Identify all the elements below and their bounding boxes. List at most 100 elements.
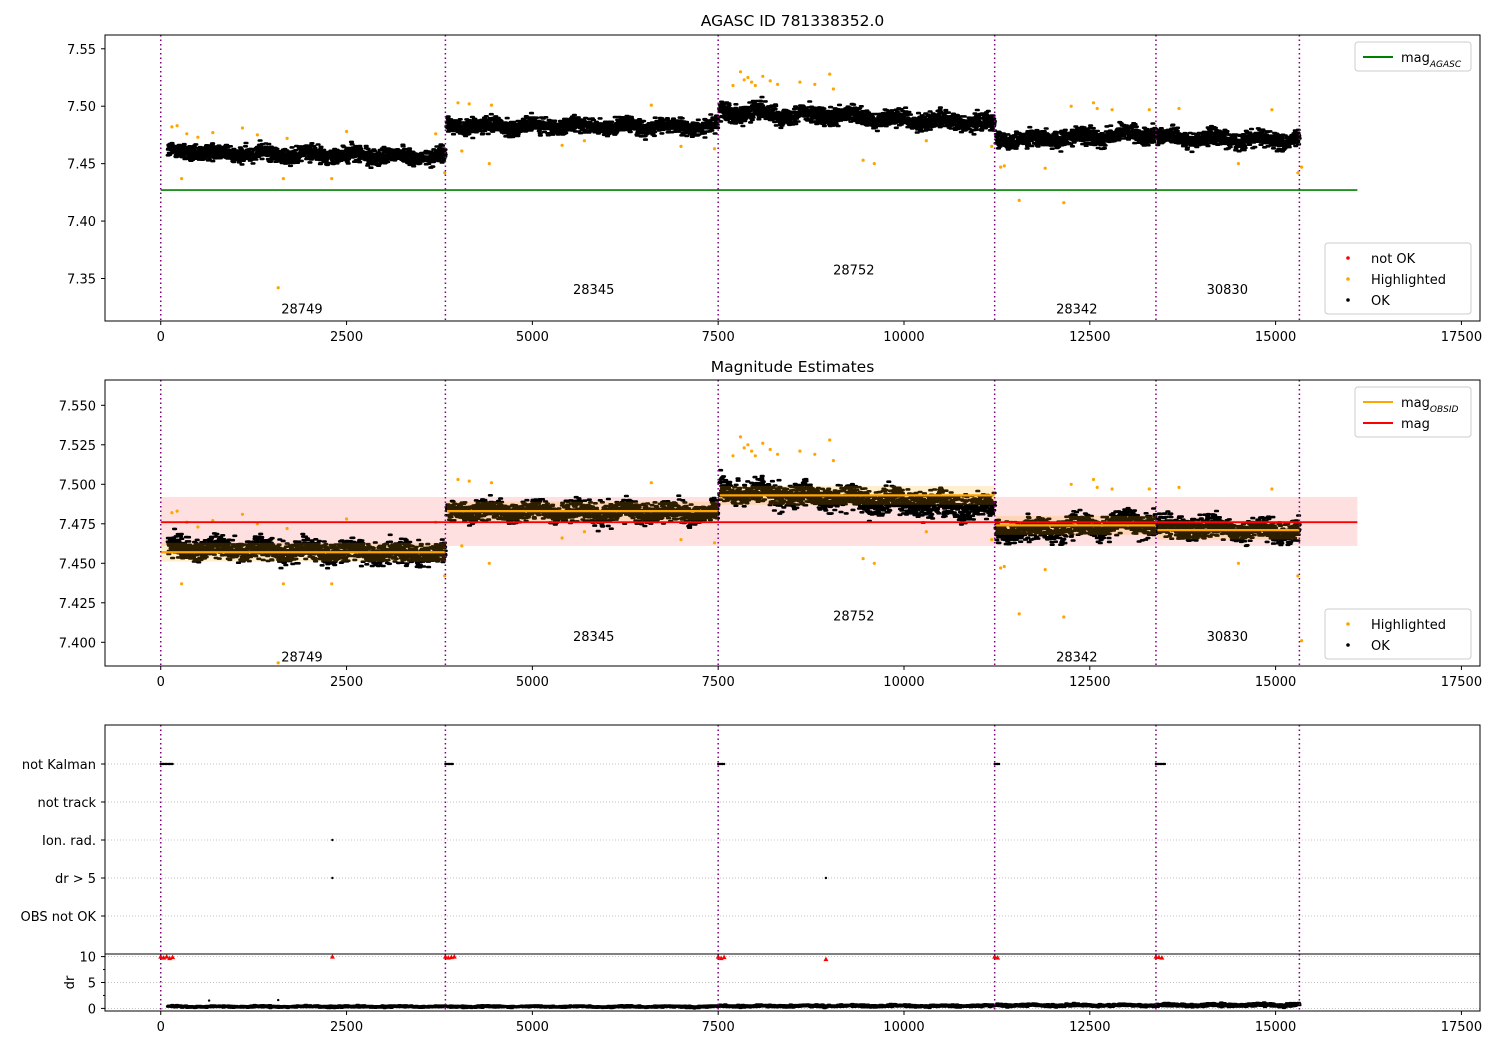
- panel-mag-estimates-highlighted-point: [1296, 574, 1300, 578]
- panel-mag-estimates-xtick-label: 0: [157, 675, 165, 690]
- panel-mag-estimates-highlighted-point: [1095, 485, 1099, 489]
- panel-dr-points-segment-4: [1155, 1001, 1302, 1010]
- panel-agasc-ytick-label: 7.45: [67, 158, 96, 173]
- panel-agasc-highlighted-point: [831, 87, 836, 91]
- panel-mag-estimates-obsid-label: 28345: [573, 630, 614, 645]
- panel-agasc-highlighted-point: [1296, 171, 1300, 175]
- panel-agasc-highlighted-point: [750, 80, 754, 84]
- panel-mag-estimates-highlighted-point: [1147, 487, 1151, 491]
- panel-agasc-highlighted-point: [1110, 108, 1114, 112]
- panel-mag-estimates-top-legend-box: [1354, 386, 1472, 438]
- panel-mag-estimates-highlighted-point: [798, 449, 802, 453]
- panel-agasc-ok-points-segment-3: [993, 120, 1159, 153]
- panel-agasc-highlighted-point: [1069, 104, 1073, 108]
- panel-flags-frame: [104, 724, 1481, 955]
- panel-mag-estimates-xtick-label: 7500: [702, 675, 735, 690]
- panel-agasc-plot: 28749 28345 28752 28342 30830: [159, 35, 1358, 321]
- panel-agasc-bottom-legend-label: OK: [1371, 294, 1390, 309]
- panel-mag-estimates-highlighted-point: [776, 452, 780, 456]
- panel-mag-estimates-highlighted-point: [330, 582, 334, 586]
- panel-mag-estimates-obsid-label: 28342: [1056, 651, 1097, 666]
- panel-agasc-ytick-label: 7.55: [67, 43, 96, 58]
- panel-mag-estimates-highlighted-point: [679, 538, 683, 542]
- panel-dr-xtick-label: 5000: [516, 1020, 549, 1035]
- panel-agasc-xtick-label: 17500: [1441, 330, 1482, 345]
- panel-mag-estimates-plot: 28749 28345 28752 28342 30830: [159, 380, 1358, 666]
- panel-dr-ytick-label: 10: [79, 951, 96, 966]
- panel-mag-estimates-xtick-label: 10000: [883, 675, 924, 690]
- panel-dr-clipped-marker: [721, 954, 727, 960]
- panel-agasc-highlighted-point: [649, 103, 653, 107]
- panel-mag-estimates-highlighted-point: [240, 512, 245, 516]
- panel-agasc-bottom-legend-swatch: [1346, 256, 1350, 260]
- panel-agasc-obsid-label: 28749: [281, 302, 322, 317]
- panel-mag-estimates-highlighted-point: [196, 525, 200, 529]
- panel-agasc-xtick-label: 0: [157, 330, 165, 345]
- panel-agasc-highlighted-point: [999, 165, 1003, 169]
- panel-mag-estimates-highlighted-point: [1091, 477, 1096, 482]
- panel-agasc-highlighted-point: [872, 162, 876, 166]
- panel-mag-estimates-highlighted-point: [460, 544, 464, 548]
- panel-mag-estimates-highlighted-point: [1017, 612, 1021, 616]
- panel-flags: not Kalman not track Ion. rad. dr > 5 OBS no…: [21, 724, 1481, 955]
- panel-agasc-highlighted-point: [1091, 101, 1096, 105]
- panel-mag-estimates-highlighted-point: [742, 446, 746, 450]
- panel-mag-estimates-highlighted-point: [1043, 568, 1047, 572]
- panel-dr-outlier-point: [207, 999, 211, 1002]
- panel-mag-estimates-bottom-legend: Highlighted OK: [1324, 608, 1472, 660]
- panel-agasc-obsid-label: 28752: [833, 263, 874, 278]
- panel-agasc-obsid-label: 30830: [1207, 283, 1248, 298]
- panel-mag-estimates-highlighted-point: [1300, 639, 1304, 643]
- panel-agasc-top-legend-box: [1354, 41, 1472, 72]
- panel-mag-estimates-bottom-legend-swatch: [1346, 643, 1350, 647]
- panel-mag-estimates-highlighted-point: [768, 447, 772, 452]
- panel-agasc-ok-points-segment-2: [717, 95, 998, 136]
- panel-agasc-highlighted-point: [467, 102, 471, 106]
- panel-mag-estimates-highlighted-point: [761, 441, 765, 445]
- panel-agasc-bottom-legend-swatch: [1346, 277, 1350, 281]
- panel-mag-estimates-ytick-label: 7.450: [59, 557, 96, 572]
- panel-dr-clipped-marker: [442, 954, 448, 959]
- panel-agasc-highlighted-point: [679, 144, 683, 148]
- panel-dr-clipped-marker: [329, 954, 335, 959]
- panel-mag-estimates-ytick-label: 7.475: [59, 518, 96, 533]
- panel-agasc-highlighted-point: [345, 129, 349, 134]
- panel-flags-flag-point: [1163, 762, 1167, 766]
- panel-dr-xtick-label: 10000: [883, 1020, 924, 1035]
- panel-mag-estimates-bottom-legend-label: Highlighted: [1371, 618, 1446, 633]
- panel-agasc-highlighted-point: [285, 136, 289, 140]
- panel-mag-estimates-obsid-label: 28752: [833, 609, 874, 624]
- panel-agasc-title: AGASC ID 781338352.0: [701, 12, 885, 30]
- panel-agasc-highlighted-point: [1043, 166, 1047, 170]
- panel-agasc-highlighted-point: [460, 149, 464, 153]
- panel-dr-clipped-marker: [823, 956, 829, 962]
- panel-agasc-bottom-legend: not OK Highlighted OK: [1324, 242, 1472, 315]
- panel-agasc-highlighted-point: [1002, 164, 1006, 168]
- panel-mag-estimates-highlighted-point: [1177, 485, 1181, 489]
- panel-agasc-obsid-label: 28345: [573, 283, 614, 298]
- panel-mag-estimates-highlighted-point: [180, 582, 184, 586]
- panel-mag-estimates-highlighted-point: [443, 574, 447, 578]
- panel-dr-xtick-label: 12500: [1069, 1020, 1110, 1035]
- panel-mag-estimates-highlighted-point: [753, 454, 757, 458]
- panel-mag-estimates-xtick-label: 12500: [1069, 675, 1110, 690]
- panel-agasc-highlighted-point: [1095, 106, 1099, 111]
- panel-agasc-highlighted-point: [1177, 106, 1181, 111]
- panel-dr-points-segment-3: [993, 1001, 1159, 1009]
- panel-mag-estimates-highlighted-point: [712, 541, 717, 545]
- panel-mag-estimates-ytick-label: 7.400: [59, 636, 96, 651]
- panel-agasc-highlighted-point: [180, 177, 184, 181]
- panel-agasc-xtick-label: 5000: [516, 330, 549, 345]
- panel-mag-estimates-title: Magnitude Estimates: [711, 358, 875, 376]
- panel-agasc-highlighted-point: [281, 177, 285, 181]
- panel-agasc-highlighted-point: [861, 158, 865, 162]
- panel-mag-estimates-highlighted-point: [175, 509, 179, 513]
- panel-agasc-xtick-label: 10000: [883, 330, 924, 345]
- panel-dr-xtick-label: 15000: [1255, 1020, 1296, 1035]
- panel-mag-estimates-highlighted-point: [281, 582, 285, 586]
- panel-agasc-ok-points-segment-4: [1154, 123, 1302, 154]
- panel-dr-clipped-marker: [1156, 954, 1162, 960]
- panel-dr-ytick-label: 0: [88, 1002, 96, 1017]
- panel-mag-estimates-xtick-label: 5000: [516, 675, 549, 690]
